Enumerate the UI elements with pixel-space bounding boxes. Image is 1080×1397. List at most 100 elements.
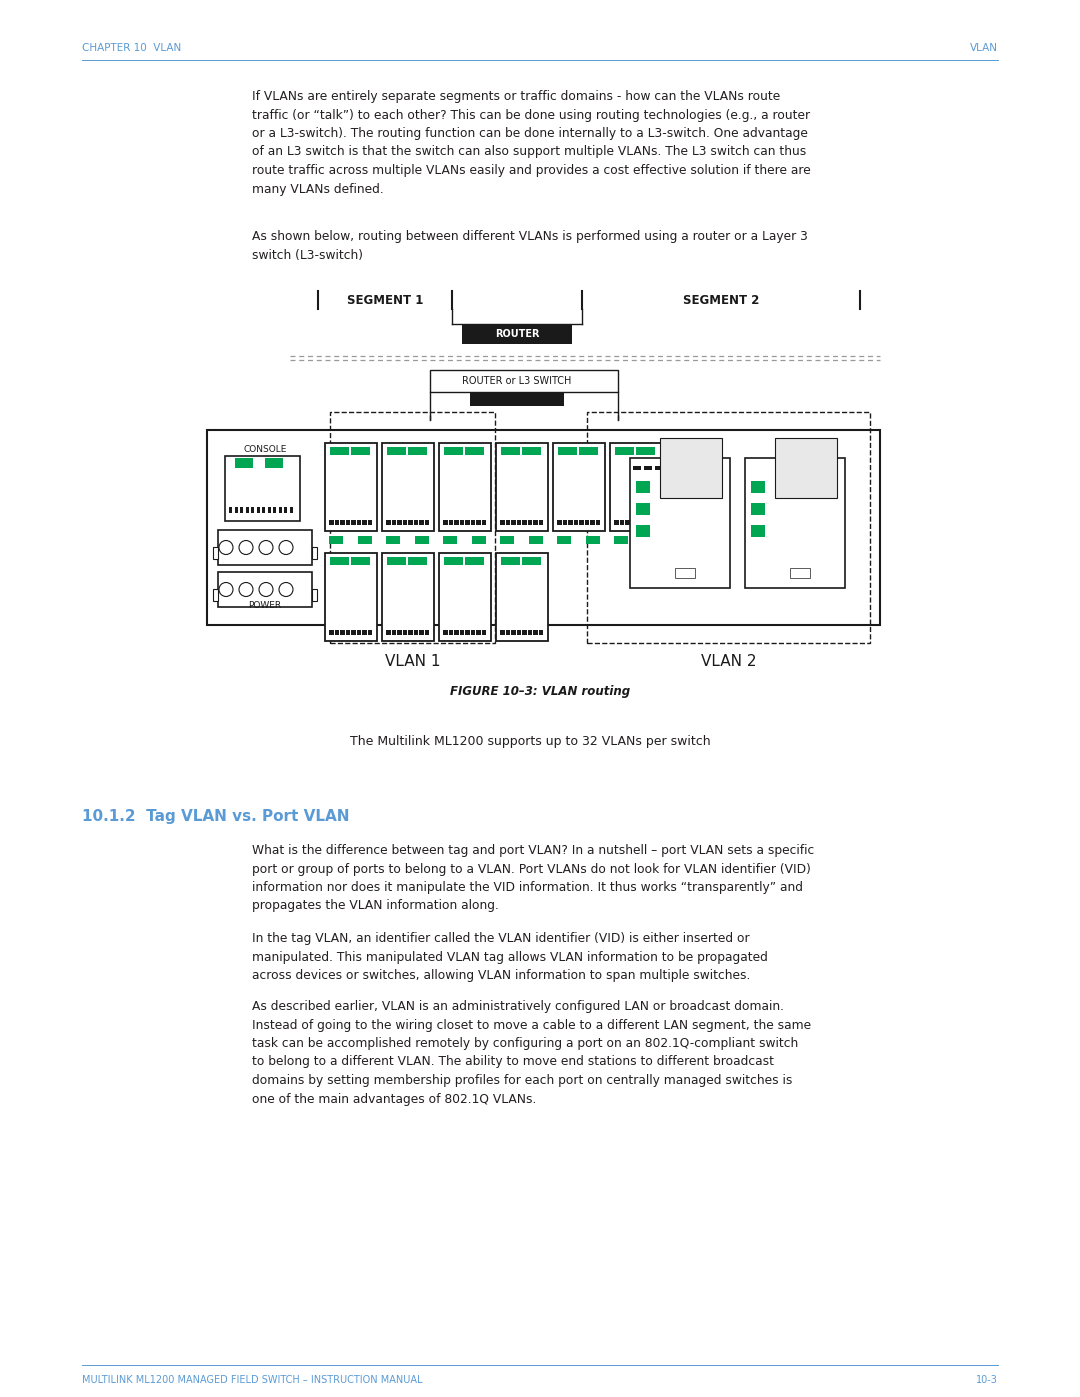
Circle shape <box>219 583 233 597</box>
Bar <box>595 520 600 525</box>
Bar <box>403 630 407 636</box>
Bar <box>563 520 567 525</box>
Bar <box>615 536 627 543</box>
Bar <box>387 557 406 564</box>
Circle shape <box>279 541 293 555</box>
Bar <box>465 447 484 455</box>
Bar <box>516 520 521 525</box>
Bar <box>516 630 521 636</box>
Bar <box>625 520 630 525</box>
Text: MULTILINK ML1200 MANAGED FIELD SWITCH – INSTRUCTION MANUAL: MULTILINK ML1200 MANAGED FIELD SWITCH – … <box>82 1375 422 1384</box>
Bar <box>579 447 598 455</box>
Bar <box>262 507 265 513</box>
Bar <box>522 557 541 564</box>
Bar <box>539 520 543 525</box>
Bar <box>615 447 634 455</box>
Bar <box>235 458 253 468</box>
Bar <box>620 520 624 525</box>
Bar <box>340 630 345 636</box>
Circle shape <box>239 541 253 555</box>
Bar <box>408 557 427 564</box>
Circle shape <box>279 583 293 597</box>
Bar <box>454 520 459 525</box>
Bar <box>325 553 377 641</box>
Bar <box>403 520 407 525</box>
Bar <box>522 630 527 636</box>
Bar <box>476 520 481 525</box>
Bar <box>775 439 837 497</box>
Bar <box>471 520 475 525</box>
Bar <box>482 630 486 636</box>
Bar <box>677 467 685 469</box>
Bar <box>636 481 650 493</box>
Bar <box>424 520 429 525</box>
Bar <box>330 557 349 564</box>
Bar <box>584 520 589 525</box>
Text: As shown below, routing between different VLANs is performed using a router or a: As shown below, routing between differen… <box>252 231 808 261</box>
Circle shape <box>259 541 273 555</box>
Bar <box>386 520 391 525</box>
Bar <box>675 569 696 578</box>
Bar <box>397 520 402 525</box>
Bar <box>443 520 447 525</box>
Text: CONSOLE: CONSOLE <box>243 446 286 454</box>
Bar <box>444 557 463 564</box>
Bar <box>573 520 578 525</box>
Text: 10-3: 10-3 <box>976 1375 998 1384</box>
Bar <box>568 520 572 525</box>
Bar <box>528 536 542 543</box>
Bar <box>279 507 282 513</box>
Bar <box>471 630 475 636</box>
Text: SEGMENT 2: SEGMENT 2 <box>683 293 759 306</box>
Bar <box>229 507 232 513</box>
Bar <box>357 536 372 543</box>
Bar <box>688 467 696 469</box>
Bar <box>382 553 434 641</box>
Bar <box>419 520 423 525</box>
Bar <box>585 536 599 543</box>
Text: POWER: POWER <box>248 601 282 609</box>
Text: What is the difference between tag and port VLAN? In a nutshell – port VLAN sets: What is the difference between tag and p… <box>252 844 814 912</box>
Bar <box>289 507 293 513</box>
Bar <box>443 536 457 543</box>
Bar <box>636 520 640 525</box>
Bar <box>476 630 481 636</box>
Bar <box>496 553 548 641</box>
Bar <box>356 520 361 525</box>
Bar <box>391 630 396 636</box>
Bar <box>633 467 642 469</box>
Bar <box>443 630 447 636</box>
Bar <box>351 630 355 636</box>
Text: In the tag VLAN, an identifier called the VLAN identifier (VID) is either insert: In the tag VLAN, an identifier called th… <box>252 932 768 982</box>
Bar <box>448 520 453 525</box>
Bar <box>234 507 238 513</box>
Text: The Multilink ML1200 supports up to 32 VLANs per switch: The Multilink ML1200 supports up to 32 V… <box>350 735 711 747</box>
Bar <box>415 536 429 543</box>
Text: As described earlier, VLAN is an administratively configured LAN or broadcast do: As described earlier, VLAN is an adminis… <box>252 1000 811 1105</box>
Bar <box>660 439 723 497</box>
Bar <box>644 467 652 469</box>
Bar <box>745 458 845 588</box>
Bar <box>408 447 427 455</box>
Bar <box>329 630 334 636</box>
Bar <box>465 520 470 525</box>
Bar <box>240 507 243 513</box>
Bar <box>330 412 495 643</box>
Bar <box>329 520 334 525</box>
Bar <box>500 536 514 543</box>
Bar <box>397 630 402 636</box>
Bar <box>501 557 519 564</box>
Bar <box>636 503 650 515</box>
Bar <box>265 458 283 468</box>
Bar <box>631 520 635 525</box>
Bar <box>500 630 504 636</box>
Bar <box>351 557 370 564</box>
Bar <box>501 447 519 455</box>
Bar <box>218 529 312 564</box>
Bar <box>225 455 300 521</box>
Text: ROUTER or L3 SWITCH: ROUTER or L3 SWITCH <box>462 376 571 386</box>
Text: 10.1.2  Tag VLAN vs. Port VLAN: 10.1.2 Tag VLAN vs. Port VLAN <box>82 809 350 824</box>
Bar <box>386 536 400 543</box>
Bar <box>367 520 372 525</box>
Bar <box>438 553 491 641</box>
